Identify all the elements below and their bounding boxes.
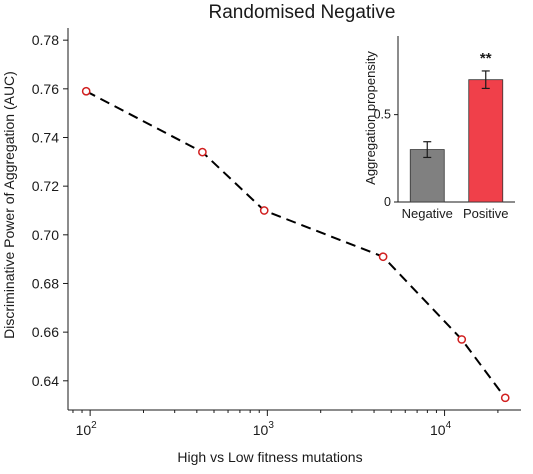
inset-bar	[468, 79, 504, 203]
data-point	[500, 393, 510, 403]
x-axis-label: High vs Low fitness mutations	[177, 449, 362, 465]
y-tick-label: 0.70	[32, 227, 59, 243]
significance-annotation: **	[480, 50, 492, 67]
x-tick-base: 10	[430, 422, 446, 438]
data-point	[198, 147, 207, 157]
data-point	[259, 206, 269, 215]
y-tick-label: 0.72	[32, 178, 59, 194]
x-tick-base: 10	[76, 422, 92, 438]
x-tick-label: 102	[76, 420, 98, 438]
y-tick-label: 0.78	[32, 32, 59, 48]
x-tick-base: 10	[253, 422, 269, 438]
y-axis-label: Discriminative Power of Aggregation (AUC…	[1, 71, 17, 339]
x-tick-label: 104	[430, 420, 452, 438]
main-series	[81, 86, 510, 403]
inset-y-tick-label: 0.5	[374, 108, 391, 122]
x-tick-exponent: 4	[446, 420, 452, 431]
data-point	[378, 252, 388, 262]
y-tick-label: 0.74	[32, 129, 59, 145]
y-tick-label: 0.66	[32, 324, 59, 340]
chart-title: Randomised Negative	[209, 2, 396, 23]
inset-bar	[409, 149, 445, 203]
inset-y-tick-label: 0	[384, 195, 391, 209]
series-line	[85, 90, 507, 399]
inset-y-axis-label: Aggregation propensity	[363, 51, 378, 185]
inset-category-label: Negative	[402, 206, 453, 221]
inset-category-label: Positive	[463, 206, 509, 221]
y-tick-label: 0.76	[32, 81, 59, 97]
inset-bars: Negative Positive	[402, 70, 509, 221]
x-tick-label: 103	[253, 420, 275, 438]
x-tick-exponent: 3	[268, 420, 274, 431]
data-point	[457, 335, 467, 344]
y-tick-label: 0.68	[32, 275, 59, 291]
inset-bar-chart: Aggregation propensity 0 0.5 Negative Posi…	[363, 36, 515, 221]
x-tick-exponent: 2	[91, 420, 97, 431]
y-tick-label: 0.64	[32, 373, 59, 389]
data-point	[81, 86, 91, 96]
